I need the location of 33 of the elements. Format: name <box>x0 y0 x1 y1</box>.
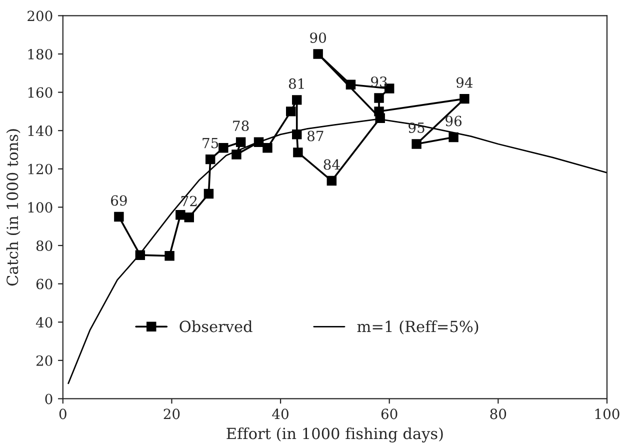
x-tick-label: 80 <box>490 408 506 420</box>
y-tick-label: 180 <box>28 48 52 60</box>
annotation: 69 <box>111 195 127 206</box>
x-tick-label: 100 <box>595 408 620 420</box>
annotation: 90 <box>310 32 326 43</box>
legend-label: Observed <box>180 320 252 332</box>
y-tick-label: 160 <box>28 87 52 98</box>
x-axis-title: Effort (in 1000 fishing days) <box>226 427 443 442</box>
y-tick-label: 100 <box>28 202 52 213</box>
annotation: 95 <box>408 122 424 133</box>
annotation: 94 <box>456 77 473 88</box>
x-tick-label: 60 <box>381 408 398 420</box>
annotation: 81 <box>288 78 304 89</box>
x-tick-label: 0 <box>59 408 66 420</box>
x-tick-label: 20 <box>164 408 180 420</box>
y-tick-label: 80 <box>36 240 52 251</box>
annotation: 75 <box>202 138 218 148</box>
annotation: 93 <box>371 76 387 88</box>
annotation: 84 <box>324 159 340 170</box>
annotation: 78 <box>233 120 249 132</box>
annotation: 72 <box>181 196 197 206</box>
y-tick-label: 40 <box>36 317 52 328</box>
y-tick-label: 60 <box>36 278 52 290</box>
annotation: 87 <box>308 130 324 142</box>
y-tick-label: 20 <box>36 355 52 366</box>
y-tick-label: 200 <box>28 10 52 22</box>
y-tick-label: 0 <box>45 394 52 404</box>
y-axis-title: Catch (in 1000 tons) <box>6 129 20 286</box>
annotation: 96 <box>446 116 462 126</box>
x-tick-label: 40 <box>272 408 288 420</box>
y-tick-label: 140 <box>28 126 52 136</box>
y-tick-label: 120 <box>28 164 52 174</box>
legend-label: m=1 (Reff=5%) <box>357 320 478 334</box>
